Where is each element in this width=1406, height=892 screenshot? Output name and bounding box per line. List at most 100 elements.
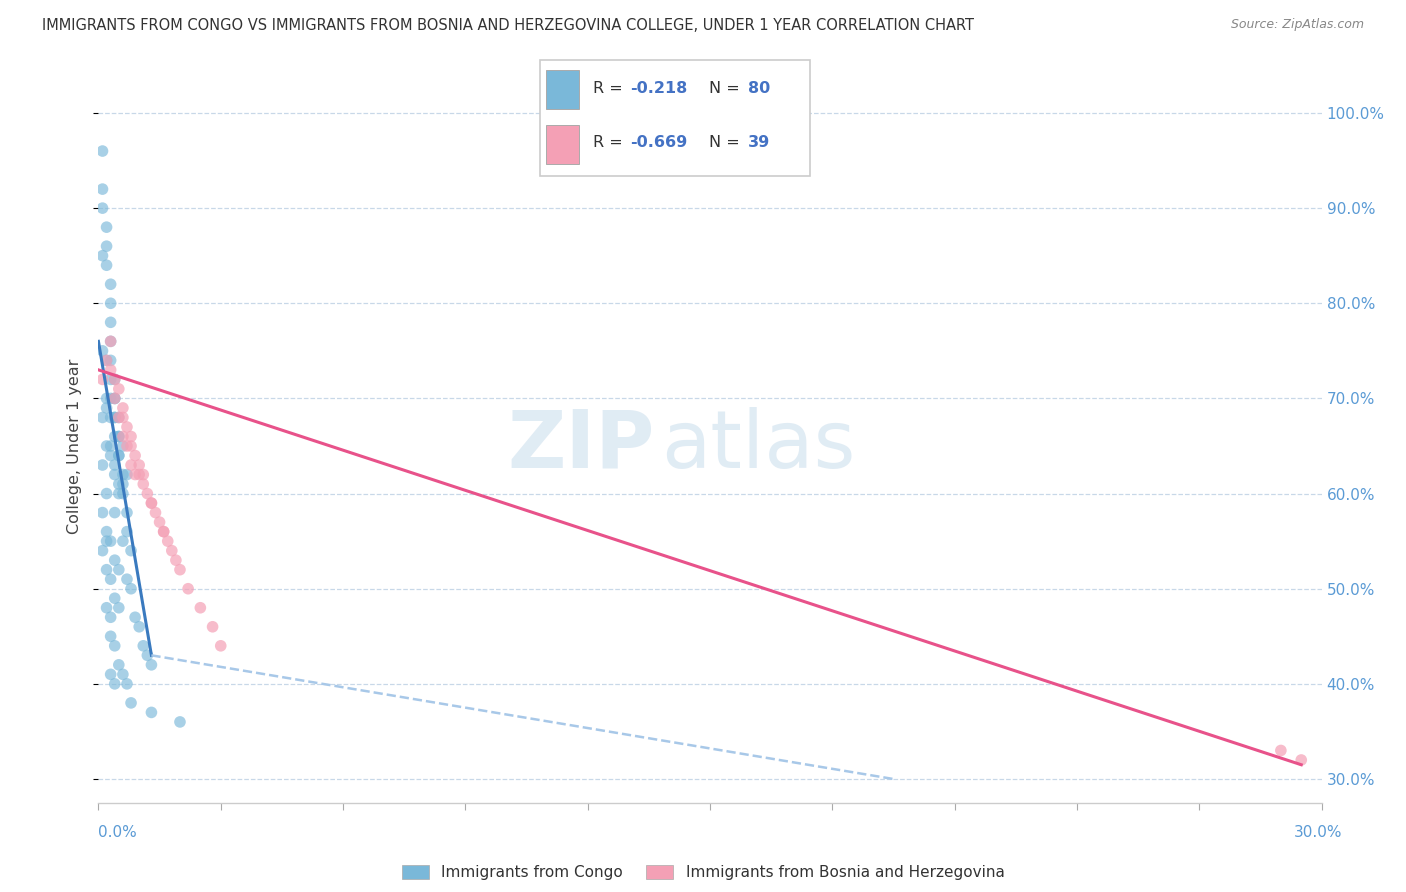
Point [115, 506, 138, 520]
Point [115, 467, 138, 482]
Point [132, 467, 155, 482]
Point [124, 610, 146, 624]
Point [165, 553, 187, 567]
Point [91, 410, 114, 425]
Point [141, 657, 163, 672]
Point [104, 429, 127, 443]
Point [91, 506, 114, 520]
Point [104, 467, 127, 482]
Point [1270, 743, 1292, 757]
Point [96, 524, 118, 539]
Point [128, 467, 150, 482]
Point [104, 553, 127, 567]
FancyBboxPatch shape [540, 61, 810, 176]
Point [128, 620, 150, 634]
Point [96, 401, 118, 415]
Point [108, 449, 131, 463]
Text: N =: N = [709, 81, 745, 96]
Point [100, 572, 122, 586]
Point [100, 534, 122, 549]
Point [108, 410, 131, 425]
Point [120, 458, 142, 472]
Point [149, 515, 172, 529]
Point [91, 144, 114, 158]
Point [91, 182, 114, 196]
Point [104, 372, 127, 386]
Point [100, 449, 122, 463]
Point [111, 667, 134, 681]
Point [115, 420, 138, 434]
Point [111, 534, 134, 549]
Point [120, 696, 142, 710]
Point [108, 486, 131, 500]
Point [120, 582, 142, 596]
Point [91, 543, 114, 558]
Point [115, 524, 138, 539]
Point [124, 467, 146, 482]
Text: -0.669: -0.669 [630, 136, 688, 151]
Point [120, 429, 142, 443]
Text: IMMIGRANTS FROM CONGO VS IMMIGRANTS FROM BOSNIA AND HERZEGOVINA COLLEGE, UNDER 1: IMMIGRANTS FROM CONGO VS IMMIGRANTS FROM… [42, 18, 974, 33]
Text: 0.0%: 0.0% [98, 825, 138, 840]
Point [104, 639, 127, 653]
Point [111, 439, 134, 453]
Point [91, 343, 114, 358]
Point [115, 677, 138, 691]
Point [136, 486, 159, 500]
Point [108, 563, 131, 577]
Text: N =: N = [709, 136, 745, 151]
Point [108, 429, 131, 443]
Point [141, 706, 163, 720]
Point [100, 392, 122, 406]
Point [108, 657, 131, 672]
Point [100, 334, 122, 349]
Point [100, 410, 122, 425]
Point [100, 296, 122, 310]
Point [104, 506, 127, 520]
Point [96, 258, 118, 272]
Point [209, 639, 232, 653]
Point [96, 486, 118, 500]
Point [156, 534, 179, 549]
Point [152, 524, 174, 539]
Point [111, 429, 134, 443]
Point [160, 543, 183, 558]
Point [96, 600, 118, 615]
Point [96, 563, 118, 577]
Point [169, 714, 191, 729]
Text: 30.0%: 30.0% [1295, 825, 1343, 840]
Bar [546, 126, 579, 164]
Point [104, 392, 127, 406]
Point [108, 429, 131, 443]
Point [100, 610, 122, 624]
Bar [546, 70, 579, 109]
Y-axis label: College, Under 1 year: College, Under 1 year [67, 359, 83, 533]
Text: R =: R = [593, 136, 628, 151]
Point [115, 439, 138, 453]
Point [120, 543, 142, 558]
Point [96, 439, 118, 453]
Point [91, 458, 114, 472]
Point [104, 677, 127, 691]
Point [152, 524, 174, 539]
Point [104, 410, 127, 425]
Point [104, 458, 127, 472]
Point [108, 600, 131, 615]
Point [111, 486, 134, 500]
Text: 39: 39 [748, 136, 770, 151]
Point [104, 410, 127, 425]
Point [169, 563, 191, 577]
Point [100, 439, 122, 453]
Point [100, 315, 122, 329]
Point [136, 648, 159, 663]
Point [201, 620, 224, 634]
Point [100, 363, 122, 377]
Point [96, 353, 118, 368]
Point [132, 477, 155, 491]
Point [141, 496, 163, 510]
Point [104, 392, 127, 406]
Point [115, 572, 138, 586]
Point [177, 582, 200, 596]
Point [104, 392, 127, 406]
Point [120, 439, 142, 453]
